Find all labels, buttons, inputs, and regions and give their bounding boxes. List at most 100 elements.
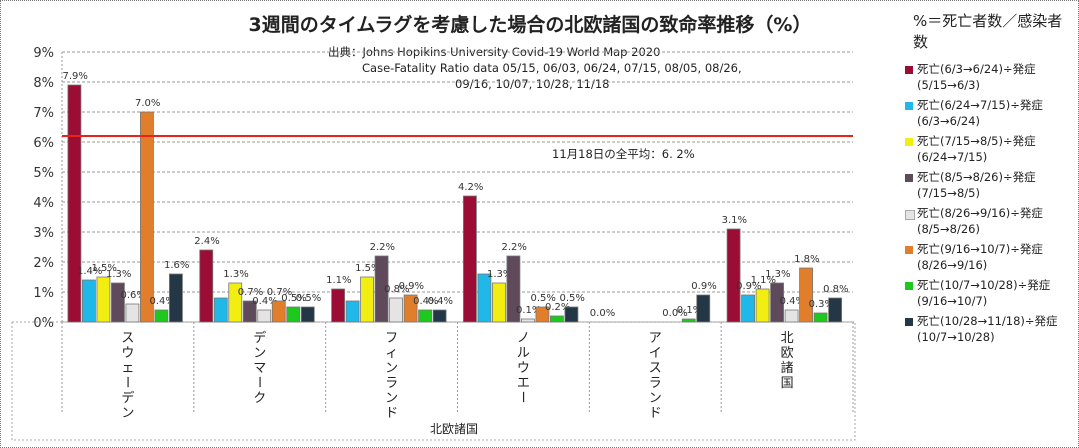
bar xyxy=(564,306,579,323)
bar xyxy=(111,282,125,323)
y-tick-label: 3% xyxy=(33,226,54,241)
category-label-char: ド xyxy=(385,406,398,421)
average-line-label: 11月18日の全平均：6. 2% xyxy=(552,147,695,161)
y-tick-label: 1% xyxy=(33,286,54,301)
data-label: 0.9% xyxy=(736,281,761,292)
bar xyxy=(360,276,374,323)
bar xyxy=(389,297,403,323)
legend-label-line1: 死亡(9/16→10/7)÷発症 xyxy=(917,242,1043,256)
data-label: 0.5% xyxy=(281,293,306,304)
data-label: 0.4% xyxy=(428,296,453,307)
category-label-char: 国 xyxy=(781,376,794,391)
legend: %＝死亡者数／感染者数 死亡(6/3→6/24)÷発症 (5/15→6/3) 死亡(… xyxy=(905,10,1075,350)
legend-item: 死亡(10/7→10/28)÷発症 (9/16→10/7) xyxy=(905,278,1075,309)
category-label-char: ー xyxy=(251,375,266,388)
bar xyxy=(492,282,506,323)
bar xyxy=(506,255,521,323)
bar xyxy=(199,249,214,323)
y-tick-label: 7% xyxy=(33,106,54,121)
category-label-char: エ xyxy=(517,376,530,391)
data-label: 2.2% xyxy=(370,242,395,253)
category-label-char: ン xyxy=(649,391,662,406)
y-tick-label: 8% xyxy=(33,76,54,91)
legend-label-line2: (8/5→8/26) xyxy=(917,221,980,236)
legend-label-line1: 死亡(8/5→8/26)÷発症 xyxy=(917,170,1036,184)
data-label: 0.3% xyxy=(809,299,834,310)
bar xyxy=(521,318,535,323)
bar xyxy=(96,276,111,323)
data-label: 1.8% xyxy=(794,254,819,265)
data-label: 0.8% xyxy=(823,284,848,295)
category-label-char: ラ xyxy=(649,376,662,391)
bar xyxy=(300,306,315,323)
legend-label-line1: 死亡(8/26→9/16)÷発症 xyxy=(917,206,1043,220)
category-label-char: ス xyxy=(649,361,662,376)
legend-swatch xyxy=(905,246,913,254)
legend-label-line2: (7/15→8/5) xyxy=(917,185,980,200)
bar xyxy=(271,300,286,323)
bar xyxy=(374,255,389,323)
category-label-char: イ xyxy=(649,346,662,361)
bar xyxy=(550,315,564,323)
category-label-char: ン xyxy=(121,406,134,421)
chart-title: 3週間のタイムラグを考慮した場合の北欧諸国の致命率推移（%） xyxy=(248,14,812,36)
data-label: 0.1% xyxy=(677,305,702,316)
bar xyxy=(741,294,755,323)
data-label: 4.2% xyxy=(458,182,483,193)
y-tick-label: 6% xyxy=(33,136,54,151)
legend-label-line2: (8/26→9/16) xyxy=(917,257,988,272)
data-label: 0.4% xyxy=(149,296,174,307)
legend-label-line1: 死亡(10/7→10/28)÷発症 xyxy=(917,278,1051,292)
bar xyxy=(477,273,492,323)
legend-item: 死亡(7/15→8/5)÷発症 (6/24→7/15) xyxy=(905,134,1075,165)
bar xyxy=(813,312,828,323)
data-label: 0.8% xyxy=(384,284,409,295)
data-label: 0.4% xyxy=(780,296,805,307)
category-label-char: ウ xyxy=(517,361,530,376)
category-label-char: デ xyxy=(121,390,134,406)
data-label: 1.4% xyxy=(77,266,102,277)
bar xyxy=(755,288,770,323)
data-label: 0.0% xyxy=(662,308,687,319)
category-label-char: 欧 xyxy=(781,346,794,361)
data-label: 1.6% xyxy=(164,260,189,271)
x-axis-title: 北欧諸国 xyxy=(430,422,479,436)
legend-swatch xyxy=(905,318,913,326)
source-line-2: Case-Fatality Ratio data 05/15, 06/03, 0… xyxy=(362,61,742,75)
legend-item: 死亡(8/26→9/16)÷発症 (8/5→8/26) xyxy=(905,206,1075,237)
category-label-char: ス xyxy=(121,331,134,346)
bar xyxy=(331,288,345,323)
legend-swatch xyxy=(905,174,913,182)
data-label: 1.3% xyxy=(106,269,131,280)
legend-label-line2: (6/3→6/24) xyxy=(917,113,980,128)
data-label: 2.4% xyxy=(194,236,219,247)
bar xyxy=(726,228,741,323)
data-label: 7.9% xyxy=(62,71,87,82)
data-label: 0.4% xyxy=(413,296,438,307)
category-label-char: ラ xyxy=(385,376,398,391)
category-label-char: ル xyxy=(517,346,530,361)
bar xyxy=(242,300,257,323)
category-label-char: ー xyxy=(514,390,529,403)
bar xyxy=(828,297,842,323)
data-label: 1.3% xyxy=(223,269,248,280)
legend-label-line1: 死亡(7/15→8/5)÷発症 xyxy=(917,134,1036,148)
category-label-char: ィ xyxy=(385,346,398,361)
bar xyxy=(345,300,360,323)
bar xyxy=(140,111,154,323)
y-tick-label: 4% xyxy=(33,196,54,211)
y-tick-label: 9% xyxy=(33,46,54,61)
bar xyxy=(418,309,432,323)
legend-label-line2: (5/15→6/3) xyxy=(917,77,980,92)
bar xyxy=(432,309,447,323)
category-label-char: ェ xyxy=(121,361,134,376)
legend-title: %＝死亡者数／感染者数 xyxy=(913,12,1063,51)
data-label: 7.0% xyxy=(135,98,160,109)
bar xyxy=(784,309,799,323)
y-tick-label: 0% xyxy=(33,316,54,331)
legend-swatch xyxy=(905,138,913,146)
data-label: 3.1% xyxy=(722,215,747,226)
bar xyxy=(257,309,272,323)
data-label: 0.5% xyxy=(530,293,555,304)
